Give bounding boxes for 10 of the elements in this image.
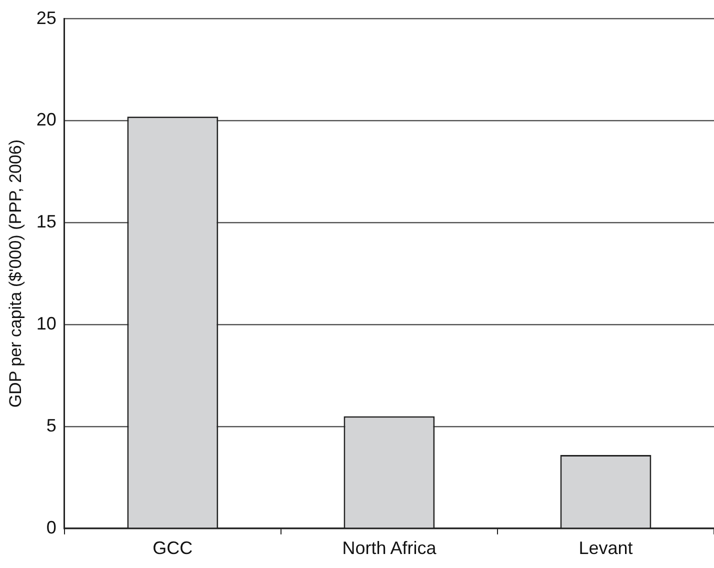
y-tick-label: 15 [36, 212, 56, 232]
y-axis-title: GDP per capita ($'000) (PPP, 2006) [6, 140, 25, 408]
y-tick-label: 0 [46, 517, 56, 538]
y-tick-label: 25 [36, 8, 56, 28]
x-tick-label: Levant [578, 538, 633, 558]
x-tick-label: GCC [152, 538, 193, 558]
y-tick-label: 10 [36, 314, 56, 334]
y-tick-label: 20 [36, 110, 56, 130]
y-tick-label: 5 [46, 415, 56, 436]
x-tick-label: North Africa [342, 538, 438, 558]
